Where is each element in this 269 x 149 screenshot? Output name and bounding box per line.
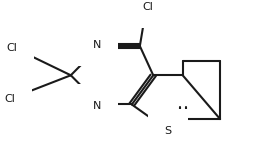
Text: Cl: Cl: [143, 2, 153, 12]
Text: Cl: Cl: [5, 94, 16, 104]
Text: N: N: [93, 40, 101, 50]
Text: N: N: [93, 101, 101, 111]
Text: Cl: Cl: [6, 42, 17, 53]
Text: S: S: [164, 126, 172, 136]
